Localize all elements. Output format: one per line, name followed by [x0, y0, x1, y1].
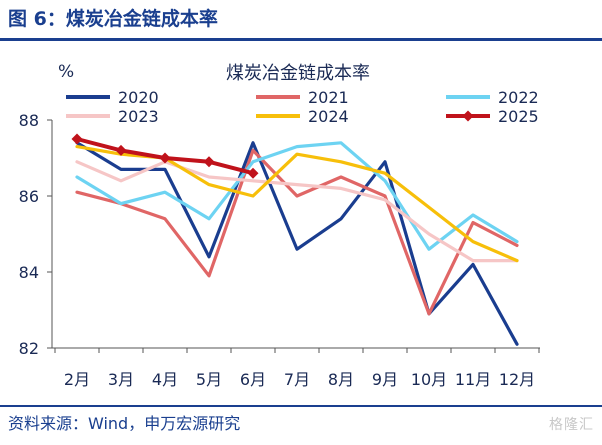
- source-note: 资料来源：Wind，申万宏源研究: [8, 414, 241, 433]
- series-marker-2025: [203, 156, 215, 168]
- legend-item: 2021: [256, 88, 349, 107]
- series-line-2022: [75, 141, 519, 251]
- y-tick-label: 84: [19, 263, 39, 282]
- y-tick-label: 88: [19, 111, 39, 130]
- series-layer: [71, 133, 519, 346]
- figure-title: 图 6：煤炭冶金链成本率: [8, 8, 218, 30]
- x-tick-label: 12月: [499, 370, 535, 389]
- legend-label: 2025: [498, 107, 539, 126]
- legend-marker: [462, 110, 474, 122]
- x-tick-label: 9月: [372, 370, 398, 389]
- series-marker-2025: [159, 152, 171, 164]
- legend-label: 2020: [118, 88, 159, 107]
- x-tick-label: 7月: [284, 370, 310, 389]
- legend-label: 2022: [498, 88, 539, 107]
- x-tick-label: 5月: [196, 370, 222, 389]
- legend-item: 2023: [66, 107, 159, 126]
- x-tick-label: 6月: [240, 370, 266, 389]
- axes: 煤炭冶金链成本率% 82 84 86 88 2月 3月 4月 5月 6月 7月 8月 9月 10月 11月 1…: [19, 62, 540, 389]
- legend-label: 2023: [118, 107, 159, 126]
- series-marker-2025: [71, 133, 83, 145]
- legend-item: 2024: [256, 107, 349, 126]
- legend-item: 2020: [66, 88, 159, 107]
- watermark: 格隆汇: [549, 417, 594, 433]
- x-tick-label: 4月: [152, 370, 178, 389]
- legend-item: 2022: [446, 88, 539, 107]
- y-axis-unit: %: [58, 62, 74, 82]
- x-tick-label: 10月: [411, 370, 447, 389]
- chart-title: 煤炭冶金链成本率: [226, 63, 370, 84]
- series-marker-2025: [247, 167, 259, 179]
- series-line-2023: [75, 160, 519, 263]
- series-line-2021: [75, 148, 519, 316]
- x-tick-label: 11月: [455, 370, 491, 389]
- x-tick-label: 8月: [328, 370, 354, 389]
- title-rule: [0, 38, 602, 41]
- series-marker-2025: [115, 144, 127, 156]
- legend: 2020 2021 2022 2023 2024 2025: [66, 88, 539, 126]
- legend-label: 2021: [308, 88, 349, 107]
- legend-label: 2024: [308, 107, 349, 126]
- y-tick-label: 86: [19, 187, 39, 206]
- x-tick-label: 2月: [64, 370, 90, 389]
- legend-item: 2025: [446, 107, 539, 126]
- x-tick-label: 3月: [108, 370, 134, 389]
- y-tick-label: 82: [19, 339, 39, 358]
- source-rule: [0, 405, 602, 407]
- series-line-2024: [75, 145, 519, 263]
